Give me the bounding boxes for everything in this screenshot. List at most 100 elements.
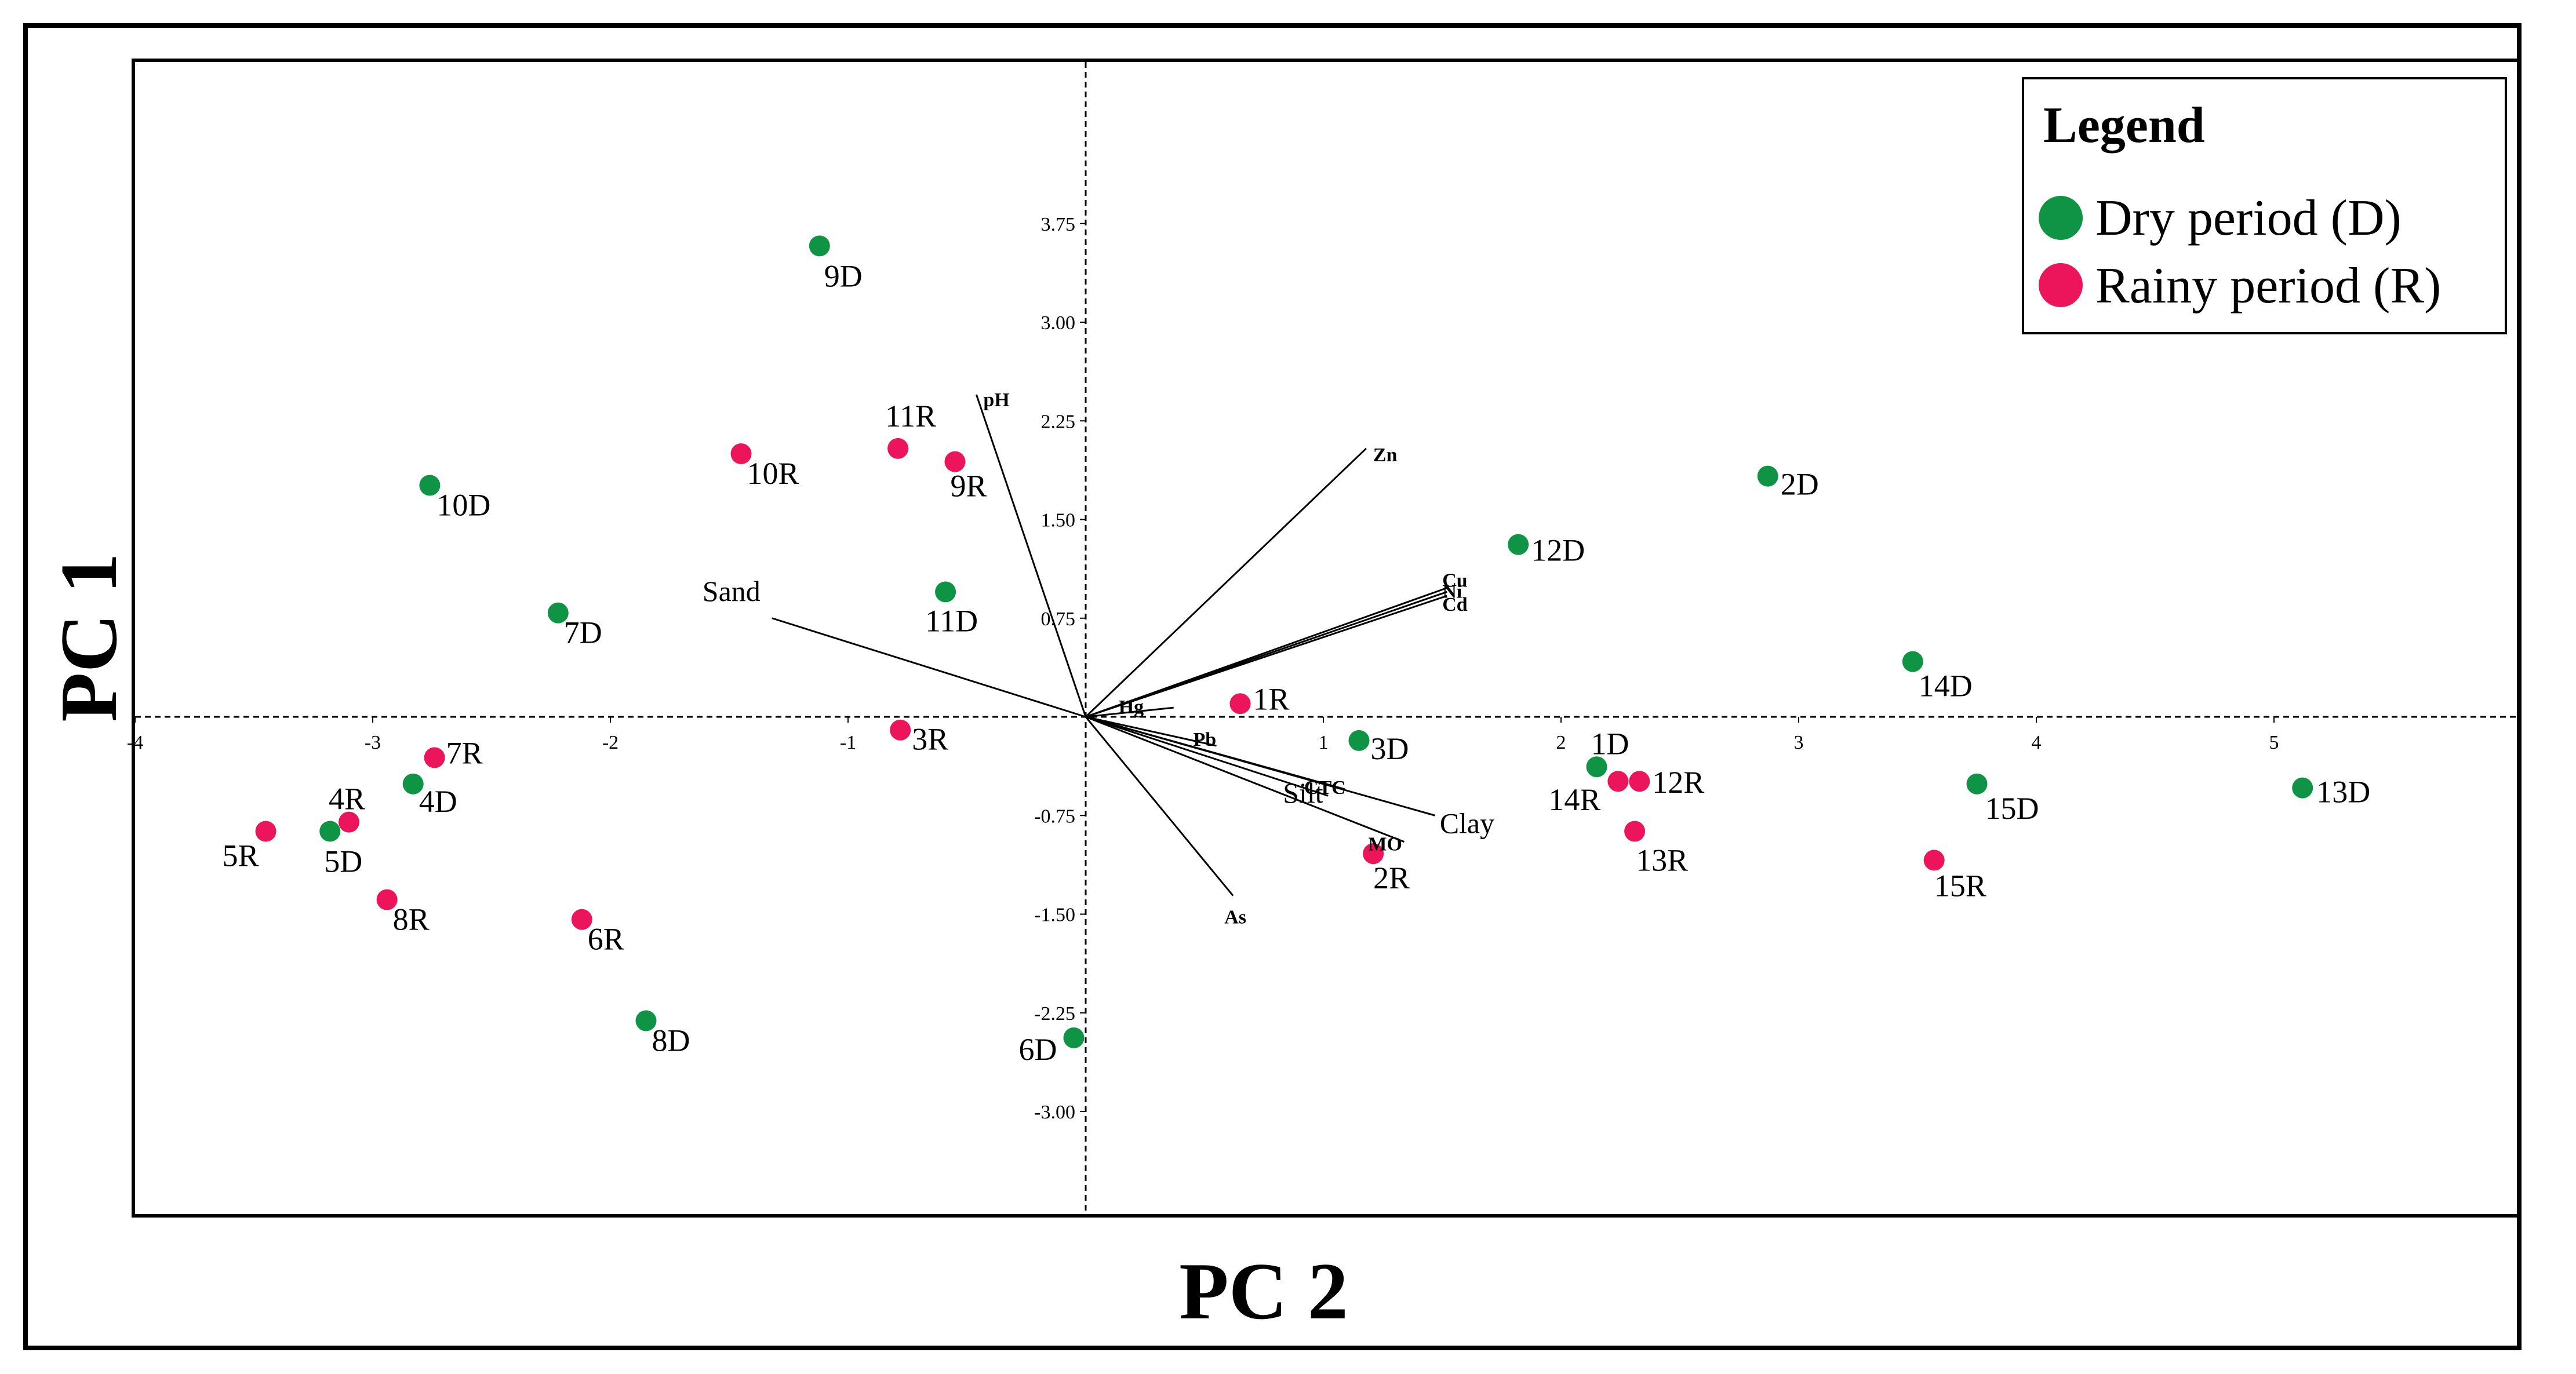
point-15D [1966, 773, 1988, 794]
x-tick-label: 5 [2269, 732, 2279, 753]
y-tick-label: -2.25 [1034, 1003, 1075, 1025]
point-label-13R: 13R [1636, 843, 1688, 877]
point-label-12D: 12D [1531, 533, 1585, 568]
legend: Legend Dry period (D) Rainy period (R) [2022, 77, 2507, 334]
point-label-3R: 3R [912, 722, 948, 757]
point-label-13D: 13D [2316, 775, 2370, 810]
point-label-5R: 5R [223, 838, 259, 873]
y-tick-label: -3.00 [1034, 1102, 1075, 1123]
point-6D [1063, 1027, 1085, 1048]
point-15R [1923, 850, 1945, 871]
y-tick-label: 1.50 [1041, 510, 1076, 531]
point-14R [1607, 771, 1629, 792]
point-5R [255, 821, 276, 842]
point-1D [1586, 756, 1607, 778]
loading-vector-sand [772, 617, 1086, 718]
point-label-7D: 7D [564, 615, 602, 650]
point-4D [402, 773, 424, 794]
point-13D [2292, 777, 2313, 799]
point-4R [339, 811, 359, 833]
x-tick-label: 1 [1319, 732, 1329, 753]
point-label-8D: 8D [652, 1023, 690, 1058]
point-12D [1508, 534, 1529, 555]
legend-rainy-label: Rainy period (R) [2095, 258, 2441, 314]
point-label-10D: 10D [436, 487, 490, 522]
point-label-12R: 12R [1652, 765, 1704, 800]
point-7R [424, 747, 445, 768]
point-2D [1757, 465, 1778, 487]
loading-label-silt: Silt [1283, 777, 1323, 809]
point-label-11D: 11D [925, 603, 978, 638]
x-tick-label: -4 [127, 732, 143, 753]
loading-label-clay: Clay [1440, 807, 1494, 839]
loading-label-cd: Cd [1442, 594, 1468, 615]
point-3R [890, 719, 911, 741]
loading-vector-pb [1085, 716, 1217, 747]
point-label-15D: 15D [1985, 791, 2039, 826]
loading-label-ph: pH [983, 389, 1009, 411]
legend-rainy-marker [2039, 263, 2083, 307]
loading-vector-clay [1085, 716, 1436, 817]
point-label-5D: 5D [324, 844, 362, 879]
legend-dry-label: Dry period (D) [2095, 190, 2402, 246]
point-12R [1629, 771, 1650, 792]
point-label-1R: 1R [1253, 681, 1290, 716]
point-label-2R: 2R [1373, 861, 1410, 895]
point-label-10R: 10R [747, 456, 799, 491]
loading-vector-cd [1085, 595, 1447, 718]
point-3D [1348, 730, 1370, 751]
loading-label-hg: Hg [1119, 697, 1144, 718]
point-9R [944, 451, 966, 472]
y-tick-label: 0.75 [1041, 608, 1076, 630]
loading-vector-hg [1085, 706, 1174, 718]
point-label-11R: 11R [885, 399, 936, 433]
point-label-8R: 8R [393, 902, 430, 937]
point-2R [1363, 843, 1384, 865]
point-label-9R: 9R [951, 469, 987, 504]
point-label-6D: 6D [1019, 1032, 1057, 1067]
point-label-3D: 3D [1371, 731, 1409, 766]
loading-label-pb: Pb [1194, 729, 1217, 750]
x-tick-label: -1 [840, 732, 856, 753]
legend-title: Legend [2043, 97, 2205, 154]
legend-dry-marker [2039, 196, 2083, 240]
loading-label-mo: MO [1368, 834, 1402, 855]
loading-label-zn: Zn [1373, 444, 1398, 466]
point-6R [571, 909, 592, 930]
loading-label-as: As [1224, 907, 1246, 928]
point-10D [419, 475, 441, 496]
x-tick-label: -3 [365, 732, 381, 753]
loading-vector-zn [1085, 447, 1367, 718]
point-label-9D: 9D [824, 258, 863, 293]
point-8D [635, 1010, 657, 1032]
y-tick-label: 2.25 [1041, 411, 1076, 432]
y-tick-label: 3.00 [1041, 312, 1076, 334]
point-10R [730, 443, 752, 464]
loading-label-cu: Cu [1442, 570, 1467, 592]
point-label-4R: 4R [329, 782, 365, 817]
point-5D [319, 821, 341, 842]
x-tick-label: 4 [2032, 732, 2042, 753]
point-label-7R: 7R [446, 735, 483, 770]
plot-area-border [132, 59, 2522, 1218]
point-9D [809, 235, 830, 257]
loading-vector-silt [1085, 716, 1329, 797]
point-13R [1624, 821, 1646, 842]
legend-box [2022, 77, 2507, 334]
y-tick-label: -0.75 [1034, 806, 1075, 827]
point-8R [376, 889, 398, 910]
point-label-2D: 2D [1781, 467, 1819, 502]
point-label-15R: 15R [1934, 868, 1986, 903]
x-axis-title: PC 2 [1179, 1247, 1348, 1336]
point-label-14R: 14R [1548, 782, 1600, 817]
loading-vector-ph [975, 394, 1087, 717]
point-label-1D: 1D [1591, 726, 1629, 761]
point-7D [547, 602, 569, 624]
y-tick-label: -1.50 [1034, 905, 1075, 926]
point-11R [887, 438, 909, 459]
loading-vector-mo [1085, 716, 1405, 843]
y-axis-title: PC 1 [44, 553, 134, 722]
point-label-6R: 6R [588, 922, 624, 957]
loading-vector-as [1085, 716, 1234, 896]
